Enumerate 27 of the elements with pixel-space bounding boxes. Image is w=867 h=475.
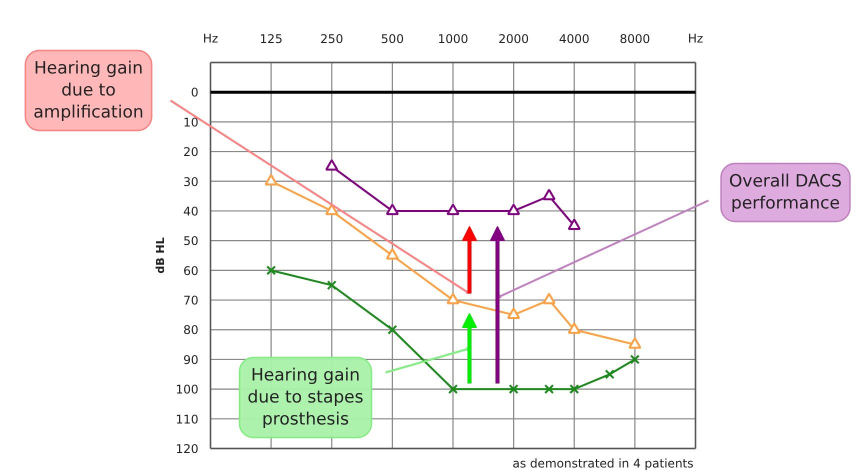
y-tick-label: 80	[183, 323, 199, 338]
x-tick-label: 2000	[498, 32, 529, 46]
y-tick-label: 70	[183, 294, 199, 308]
y-tick-label: 20	[183, 145, 199, 160]
text: as demonstrated in 4 patients	[512, 456, 694, 470]
x-tick-label: 250	[320, 32, 344, 46]
y-axis-title: dB HL	[154, 237, 167, 274]
y-tick-label: 30	[183, 174, 199, 189]
x-tick-label: 125	[260, 32, 283, 46]
y-tick-label: 120	[176, 442, 198, 456]
x-tick-label: 4000	[558, 32, 590, 46]
text: Hearing gain due to amplification	[33, 58, 144, 122]
x-tick-label: 1000	[438, 32, 468, 46]
y-tick-label: 10	[183, 115, 199, 130]
y-tick-label: 40	[183, 204, 199, 218]
x-tick-label: 500	[380, 32, 404, 46]
y-tick-label: 100	[176, 382, 198, 397]
x-tick-label: Hz	[202, 32, 218, 46]
x-tick-label: Hz	[688, 32, 704, 46]
text: Overall DACS performance	[729, 172, 842, 214]
y-tick-label: 60	[183, 264, 199, 278]
y-tick-label: 110	[176, 412, 198, 426]
annotation: Hearing gain due to stapes prosthesis	[248, 366, 364, 430]
x-tick-label: 8000	[620, 32, 650, 46]
y-tick-label: 50	[183, 234, 199, 248]
y-tick-label: 90	[183, 352, 199, 367]
y-tick-label: 0	[190, 86, 199, 100]
